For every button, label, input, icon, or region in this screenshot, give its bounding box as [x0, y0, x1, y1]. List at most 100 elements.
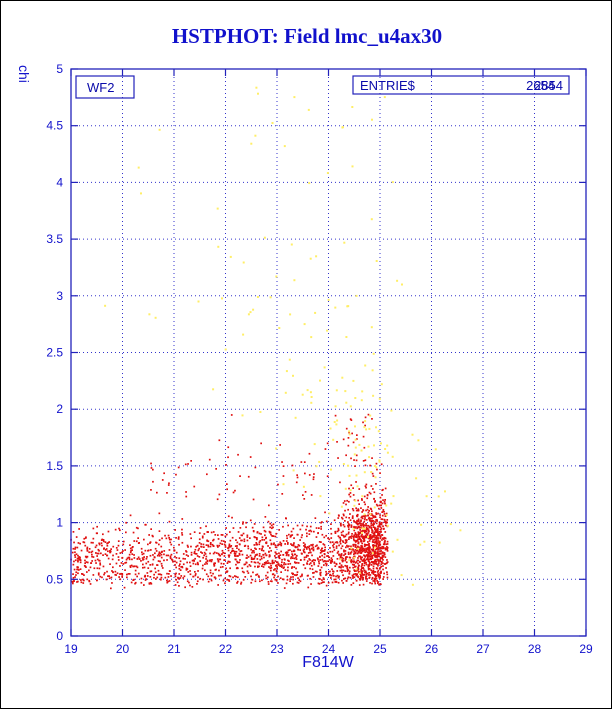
data-point: [175, 578, 177, 581]
data-point: [343, 500, 346, 502]
data-point: [350, 524, 353, 527]
data-point: [350, 457, 352, 460]
data-point: [359, 579, 361, 581]
data-point: [354, 565, 357, 568]
data-point: [77, 560, 79, 563]
data-point: [336, 552, 339, 554]
data-point: [172, 560, 174, 563]
data-point: [195, 553, 198, 555]
data-point: [280, 544, 283, 547]
data-point: [337, 581, 340, 584]
data-point: [185, 495, 188, 498]
data-point: [333, 421, 336, 423]
data-point: [280, 571, 282, 573]
data-point: [169, 555, 172, 558]
data-point: [350, 537, 353, 539]
data-point: [365, 528, 367, 531]
data-point: [300, 536, 303, 539]
data-point: [371, 577, 374, 580]
data-point: [449, 523, 452, 526]
data-point: [351, 563, 354, 566]
data-point: [345, 546, 347, 549]
data-point: [368, 549, 370, 551]
data-point: [240, 581, 243, 584]
data-point: [369, 558, 371, 561]
data-point: [154, 552, 156, 555]
data-point: [361, 530, 363, 532]
data-point: [86, 548, 88, 550]
data-point: [365, 561, 367, 564]
data-point: [374, 571, 377, 573]
data-point: [291, 572, 293, 575]
data-point: [252, 571, 254, 574]
data-point: [177, 577, 180, 580]
x-tick-label: 20: [116, 642, 130, 656]
data-point: [331, 550, 334, 553]
data-point: [323, 556, 326, 559]
data-point: [228, 544, 231, 547]
data-point: [352, 487, 354, 489]
data-point: [273, 542, 275, 545]
data-point: [102, 540, 105, 543]
data-point: [274, 556, 277, 559]
data-point: [355, 570, 358, 572]
data-point: [140, 560, 142, 562]
data-point: [313, 571, 315, 574]
data-point: [341, 579, 343, 582]
data-point: [346, 565, 349, 567]
data-point: [217, 559, 220, 562]
data-point: [374, 520, 376, 523]
data-point: [296, 546, 299, 548]
data-point: [207, 575, 210, 578]
data-point: [308, 182, 311, 185]
data-point: [331, 559, 333, 561]
data-point: [209, 552, 211, 555]
data-point: [154, 567, 156, 570]
data-point: [340, 524, 342, 527]
data-point: [75, 536, 78, 538]
data-point: [190, 551, 193, 554]
data-point: [133, 565, 136, 568]
data-point: [221, 534, 224, 536]
data-point: [364, 559, 367, 562]
data-point: [332, 572, 334, 575]
data-point: [178, 573, 181, 575]
data-point: [295, 574, 297, 577]
data-point: [364, 517, 366, 519]
data-point: [360, 572, 363, 574]
data-point: [382, 559, 384, 561]
data-point: [138, 558, 141, 560]
data-point: [274, 551, 277, 554]
data-point: [203, 533, 206, 535]
data-point: [226, 571, 228, 573]
data-point: [366, 508, 369, 511]
data-point: [337, 529, 340, 532]
data-point: [225, 567, 227, 570]
data-point: [271, 122, 274, 124]
data-point: [104, 541, 107, 543]
data-point: [355, 536, 358, 539]
data-point: [366, 534, 369, 536]
data-point: [174, 573, 177, 576]
data-point: [386, 573, 389, 576]
data-point: [227, 456, 229, 459]
data-point: [362, 435, 365, 438]
data-point: [228, 543, 231, 546]
data-point: [101, 538, 104, 541]
data-point: [363, 518, 366, 521]
data-point: [340, 531, 343, 534]
data-point: [348, 545, 350, 547]
data-point: [372, 569, 375, 572]
data-point: [348, 493, 350, 496]
data-point: [301, 524, 304, 527]
data-point: [217, 584, 219, 586]
data-point: [357, 499, 359, 502]
data-point: [299, 539, 301, 541]
data-point: [294, 416, 297, 419]
data-point: [358, 443, 361, 446]
data-point: [363, 554, 365, 557]
data-point: [306, 525, 308, 528]
data-point: [337, 535, 340, 537]
data-point: [282, 540, 285, 542]
data-point: [354, 551, 357, 554]
